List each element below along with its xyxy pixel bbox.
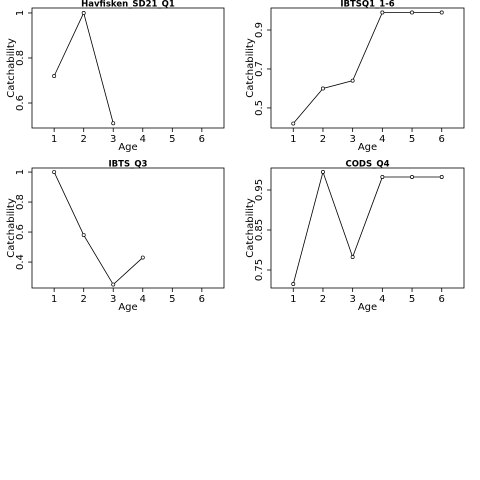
data-point bbox=[380, 10, 385, 15]
data-line bbox=[53, 11, 114, 124]
y-tick-label: 1 bbox=[15, 169, 26, 175]
x-tick-label: 1 bbox=[51, 134, 57, 145]
x-tick-label: 3 bbox=[110, 294, 116, 305]
x-tick-label: 2 bbox=[320, 134, 326, 145]
x-axis-label: Age bbox=[358, 302, 377, 313]
data-line bbox=[53, 171, 144, 286]
chart-title: Havfisken_SD21_Q1 bbox=[81, 0, 175, 10]
data-point bbox=[52, 170, 57, 174]
y-tick-label: 0.6 bbox=[15, 224, 26, 240]
x-tick-label: 6 bbox=[199, 294, 205, 305]
x-tick-label: 5 bbox=[169, 134, 175, 145]
y-tick-label: 0.4 bbox=[15, 254, 26, 270]
x-tick-label: 1 bbox=[290, 294, 296, 305]
plot-frame bbox=[270, 167, 465, 289]
x-tick-label: 3 bbox=[349, 294, 355, 305]
y-tick-label: 0.6 bbox=[15, 95, 26, 111]
x-axis-label: Age bbox=[118, 142, 137, 153]
y-tick-label: 0.75 bbox=[254, 259, 265, 281]
y-tick-label: 0.95 bbox=[254, 179, 265, 201]
y-tick-label: 0.8 bbox=[15, 50, 26, 66]
y-tick-label: 0.9 bbox=[254, 22, 265, 38]
x-tick-label: 4 bbox=[379, 134, 385, 145]
data-point bbox=[439, 10, 444, 15]
data-point bbox=[350, 255, 355, 259]
data-point bbox=[321, 86, 325, 91]
data-point bbox=[410, 175, 414, 179]
x-tick-label: 5 bbox=[169, 294, 175, 305]
data-point bbox=[81, 11, 86, 15]
x-axis-label: Age bbox=[358, 142, 377, 153]
chart-title: CODS_Q4 bbox=[345, 160, 389, 170]
x-tick-label: 3 bbox=[349, 134, 355, 145]
data-point bbox=[380, 175, 385, 179]
x-tick-label: 1 bbox=[51, 294, 57, 305]
x-tick-label: 4 bbox=[379, 294, 385, 305]
data-point bbox=[321, 170, 325, 174]
data-point bbox=[350, 78, 355, 83]
data-line bbox=[292, 12, 442, 124]
x-tick-label: 6 bbox=[439, 134, 445, 145]
plot-frame bbox=[270, 7, 465, 129]
data-point bbox=[111, 121, 116, 126]
y-axis-label: Catchability bbox=[6, 198, 17, 258]
data-point bbox=[439, 175, 444, 179]
data-line bbox=[292, 170, 442, 285]
plot-frame bbox=[31, 167, 225, 289]
chart-title: IBTSQ1_1-6 bbox=[340, 0, 394, 10]
y-tick-label: 0.7 bbox=[254, 61, 265, 77]
data-point bbox=[291, 121, 296, 126]
data-point bbox=[81, 233, 86, 237]
data-point bbox=[140, 255, 145, 260]
x-tick-label: 6 bbox=[199, 134, 205, 145]
data-point bbox=[111, 282, 116, 287]
plot-frame bbox=[31, 7, 225, 129]
y-tick-label: 0.8 bbox=[15, 194, 26, 210]
x-tick-label: 6 bbox=[439, 294, 445, 305]
y-tick-label: 0.85 bbox=[254, 219, 265, 241]
chart-title: IBTS_Q3 bbox=[109, 160, 148, 170]
x-tick-label: 1 bbox=[290, 134, 296, 145]
x-tick-label: 5 bbox=[409, 294, 415, 305]
y-tick-label: 0.5 bbox=[254, 100, 265, 116]
data-point bbox=[52, 74, 57, 78]
data-point bbox=[291, 282, 296, 286]
y-tick-label: 1 bbox=[15, 10, 26, 16]
x-tick-label: 3 bbox=[110, 134, 116, 145]
x-tick-label: 4 bbox=[140, 294, 146, 305]
x-axis-label: Age bbox=[118, 302, 137, 313]
x-tick-label: 5 bbox=[409, 134, 415, 145]
x-tick-label: 2 bbox=[320, 294, 326, 305]
x-tick-label: 2 bbox=[81, 294, 87, 305]
y-axis-label: Catchability bbox=[245, 198, 256, 258]
y-axis-label: Catchability bbox=[245, 38, 256, 98]
x-tick-label: 4 bbox=[140, 134, 146, 145]
x-tick-label: 2 bbox=[81, 134, 87, 145]
data-point bbox=[410, 10, 414, 15]
y-axis-label: Catchability bbox=[6, 38, 17, 98]
